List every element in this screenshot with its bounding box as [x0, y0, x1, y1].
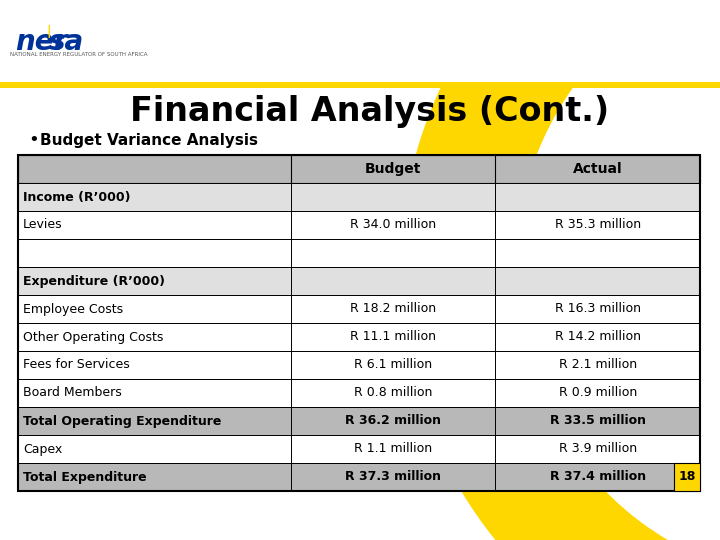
- Bar: [18, 267, 700, 295]
- Bar: [18, 435, 700, 463]
- Text: R 18.2 million: R 18.2 million: [350, 302, 436, 315]
- Bar: [674, 463, 700, 491]
- Text: Capex: Capex: [23, 442, 62, 456]
- Text: •: •: [28, 131, 39, 149]
- Bar: [18, 323, 700, 351]
- Polygon shape: [400, 0, 697, 540]
- Text: Total Operating Expenditure: Total Operating Expenditure: [23, 415, 221, 428]
- Text: R 6.1 million: R 6.1 million: [354, 359, 432, 372]
- Text: R 35.3 million: R 35.3 million: [554, 219, 641, 232]
- Bar: [0, 0, 720, 85]
- Text: NATIONAL ENERGY REGULATOR OF SOUTH AFRICA: NATIONAL ENERGY REGULATOR OF SOUTH AFRIC…: [10, 52, 148, 57]
- Bar: [18, 463, 700, 491]
- Text: |: |: [46, 25, 50, 38]
- Polygon shape: [515, 12, 709, 528]
- Bar: [18, 155, 700, 491]
- Text: R 37.4 million: R 37.4 million: [549, 470, 646, 483]
- Bar: [18, 379, 700, 407]
- Text: R 0.8 million: R 0.8 million: [354, 387, 432, 400]
- Bar: [18, 239, 700, 267]
- Text: R 37.3 million: R 37.3 million: [345, 470, 441, 483]
- Text: Board Members: Board Members: [23, 387, 122, 400]
- Text: Total Expenditure: Total Expenditure: [23, 470, 147, 483]
- Bar: [18, 351, 700, 379]
- Text: R 1.1 million: R 1.1 million: [354, 442, 432, 456]
- Text: sa: sa: [49, 28, 84, 56]
- Text: R 16.3 million: R 16.3 million: [554, 302, 641, 315]
- Text: R 3.9 million: R 3.9 million: [559, 442, 636, 456]
- Bar: [18, 407, 700, 435]
- Bar: [18, 295, 700, 323]
- Bar: [0, 82, 720, 88]
- Text: R 34.0 million: R 34.0 million: [350, 219, 436, 232]
- Text: R 36.2 million: R 36.2 million: [345, 415, 441, 428]
- Text: R 0.9 million: R 0.9 million: [559, 387, 636, 400]
- Bar: [18, 155, 700, 183]
- Text: Expenditure (R’000): Expenditure (R’000): [23, 274, 165, 287]
- Text: 18: 18: [678, 470, 696, 483]
- Text: Actual: Actual: [573, 162, 623, 176]
- Bar: [18, 211, 700, 239]
- Text: Budget: Budget: [365, 162, 421, 176]
- Bar: [18, 183, 700, 211]
- Text: Levies: Levies: [23, 219, 63, 232]
- Text: R 11.1 million: R 11.1 million: [350, 330, 436, 343]
- Text: Budget Variance Analysis: Budget Variance Analysis: [40, 132, 258, 147]
- Text: Financial Analysis (Cont.): Financial Analysis (Cont.): [130, 96, 610, 129]
- Text: Income (R’000): Income (R’000): [23, 191, 130, 204]
- Text: R 33.5 million: R 33.5 million: [549, 415, 646, 428]
- Text: R 14.2 million: R 14.2 million: [554, 330, 641, 343]
- Text: R 2.1 million: R 2.1 million: [559, 359, 636, 372]
- Text: Employee Costs: Employee Costs: [23, 302, 123, 315]
- Text: Fees for Services: Fees for Services: [23, 359, 130, 372]
- Text: ner: ner: [15, 28, 67, 56]
- Text: Other Operating Costs: Other Operating Costs: [23, 330, 163, 343]
